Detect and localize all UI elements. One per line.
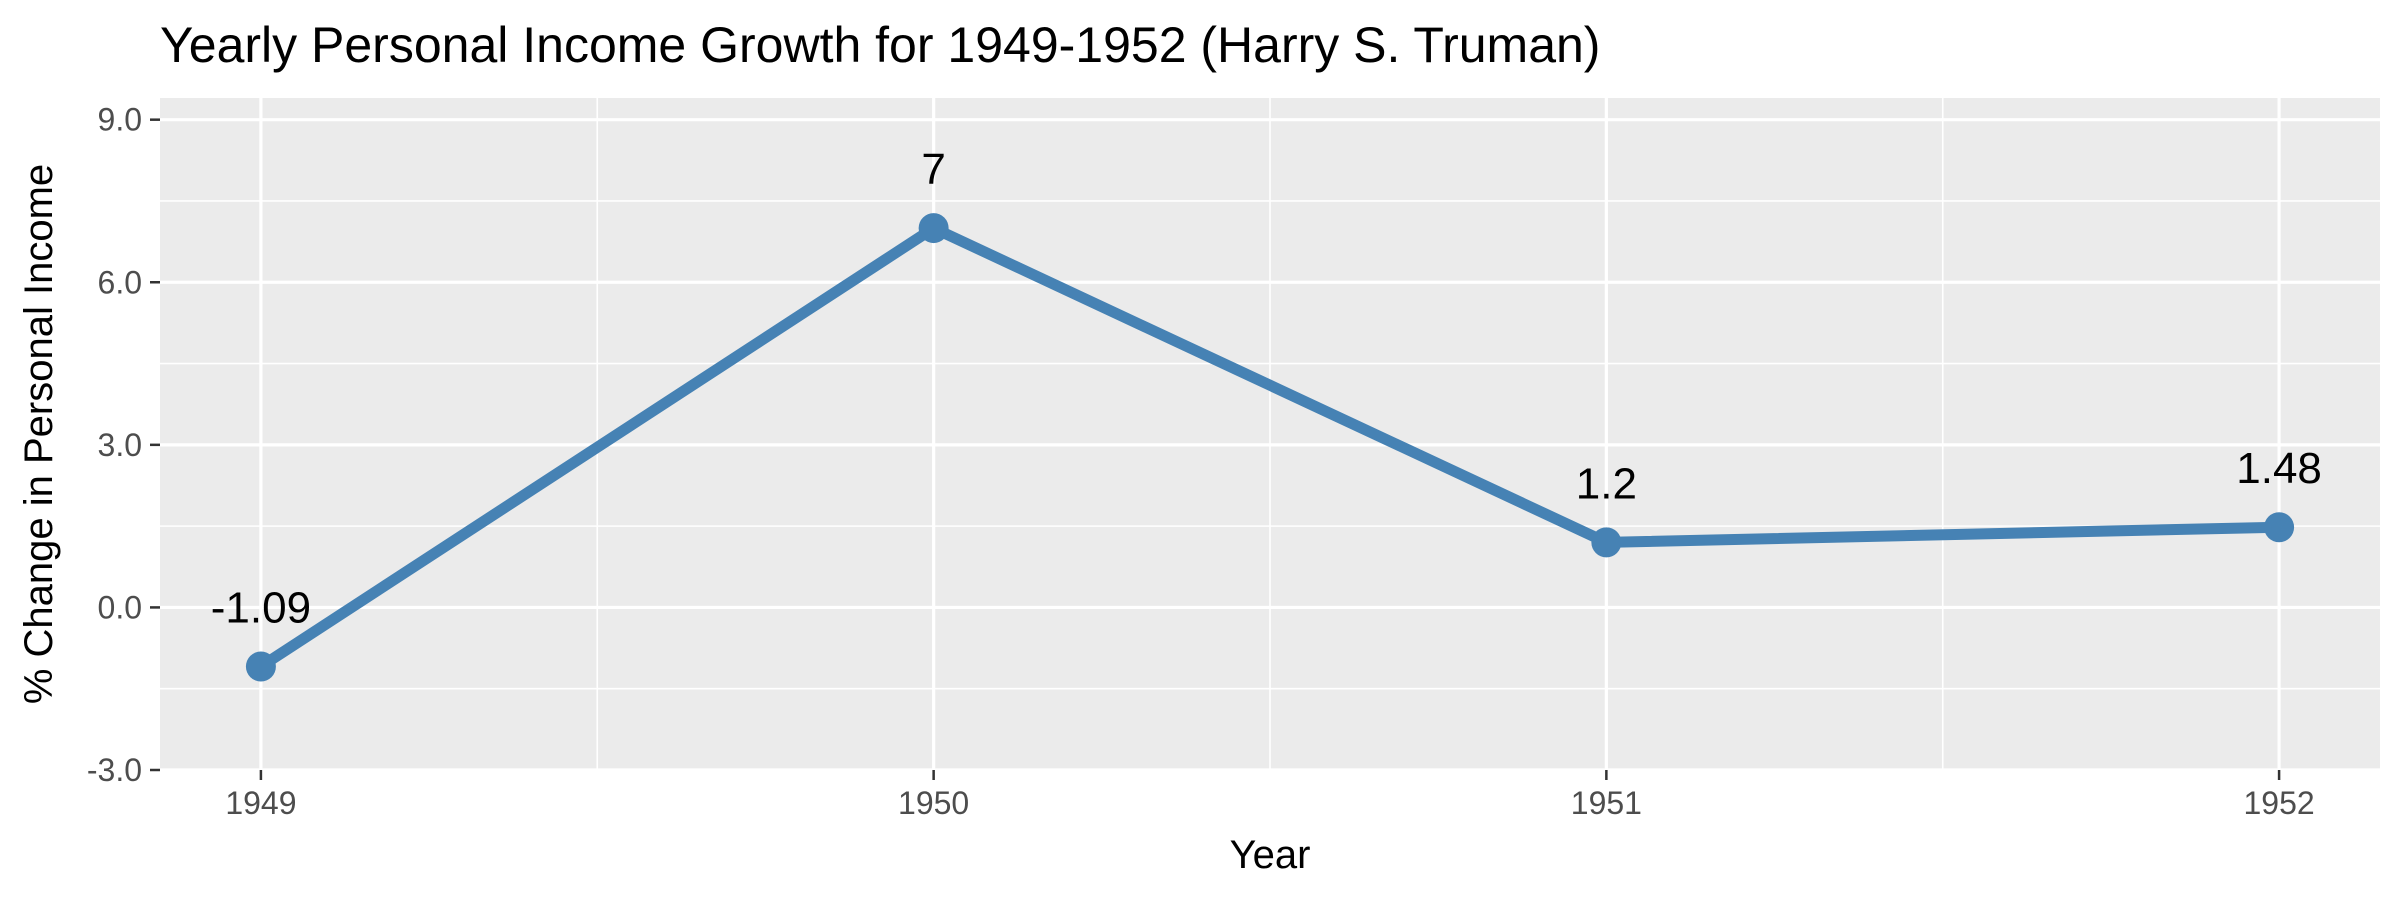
x-tick-label: 1949: [225, 785, 296, 821]
data-label: 1.2: [1576, 459, 1637, 508]
data-point: [245, 651, 276, 682]
data-label: 7: [921, 145, 945, 194]
data-point: [918, 213, 949, 244]
x-axis-title: Year: [1230, 833, 1311, 877]
y-axis: -3.0 0.0 3.0 6.0 9.0: [87, 102, 160, 788]
x-axis: 1949 1950 1951 1952: [225, 770, 2315, 821]
y-tick-label: 6.0: [98, 264, 142, 300]
x-tick-label: 1952: [2243, 785, 2314, 821]
y-axis-title: % Change in Personal Income: [17, 164, 61, 704]
x-tick-label: 1950: [898, 785, 969, 821]
grid-lines: [160, 98, 2380, 772]
y-tick-label: 9.0: [98, 102, 142, 138]
data-point: [1591, 527, 1622, 558]
data-point: [2264, 512, 2295, 543]
y-tick-label: 3.0: [98, 427, 142, 463]
data-labels: -1.09 7 1.2 1.48: [211, 145, 2322, 632]
x-tick-label: 1951: [1571, 785, 1642, 821]
chart-title: Yearly Personal Income Growth for 1949-1…: [160, 17, 1600, 73]
income-growth-line: [255, 222, 2285, 672]
y-tick-label: -3.0: [87, 752, 142, 788]
series-line: [245, 213, 2295, 682]
y-tick-label: 0.0: [98, 589, 142, 625]
data-label: -1.09: [211, 583, 311, 632]
data-label: 1.48: [2236, 444, 2322, 493]
